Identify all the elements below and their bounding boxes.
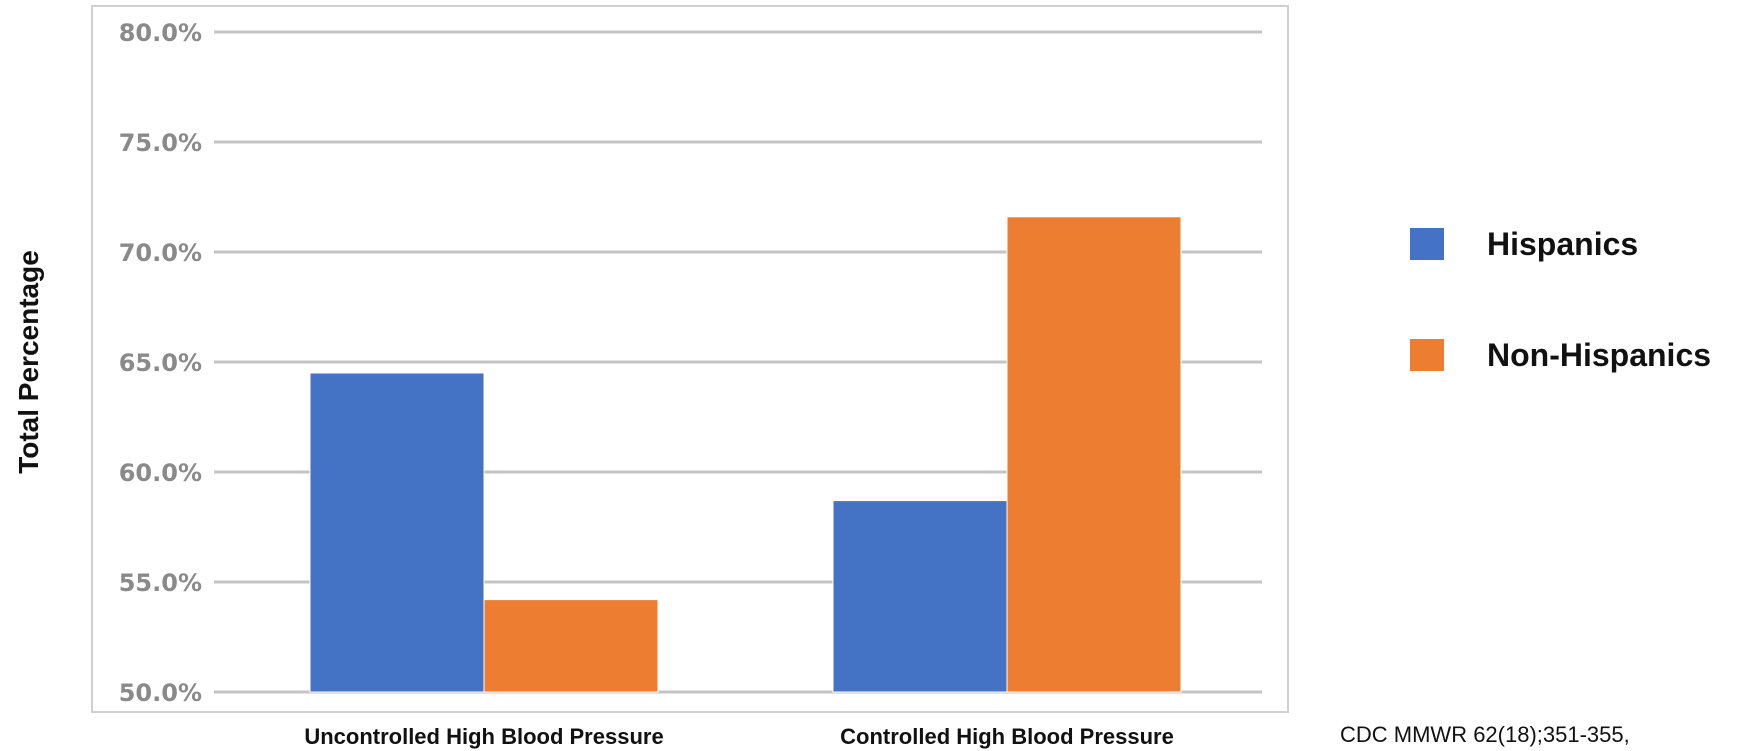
- bar-non-hispanics-1: [483, 599, 659, 693]
- x-category-label: Uncontrolled High Blood Pressure: [304, 724, 663, 749]
- y-tick-label: 50.0%: [119, 679, 202, 707]
- y-axis-label: Total Percentage: [13, 250, 44, 474]
- legend-label: Non-Hispanics: [1487, 337, 1711, 373]
- legend: Hispanics Non-Hispanics: [1410, 226, 1711, 373]
- y-tick-label: 55.0%: [119, 569, 202, 597]
- legend-swatch: [1410, 228, 1444, 260]
- y-tick-labels: 50.0% 55.0% 60.0% 65.0% 70.0% 75.0% 80.0%: [119, 19, 202, 707]
- y-tick-label: 80.0%: [119, 19, 202, 47]
- category-labels: Uncontrolled High Blood Pressure Controll…: [304, 724, 1174, 749]
- bar-non-hispanics-2: [1006, 216, 1182, 693]
- y-tick-label: 70.0%: [119, 239, 202, 267]
- plot-frame: [91, 5, 1289, 713]
- y-tick-label: 75.0%: [119, 129, 202, 157]
- y-tick-label: 60.0%: [119, 459, 202, 487]
- x-category-label: Controlled High Blood Pressure: [840, 724, 1174, 749]
- y-tick-label: 65.0%: [119, 349, 202, 377]
- bar-hispanics-2: [832, 500, 1008, 693]
- legend-swatch: [1410, 339, 1444, 371]
- bars: [309, 216, 1182, 693]
- source-citation: CDC MMWR 62(18);351-355,: [1340, 722, 1630, 747]
- legend-label: Hispanics: [1487, 226, 1638, 262]
- bar-hispanics-1: [309, 372, 485, 693]
